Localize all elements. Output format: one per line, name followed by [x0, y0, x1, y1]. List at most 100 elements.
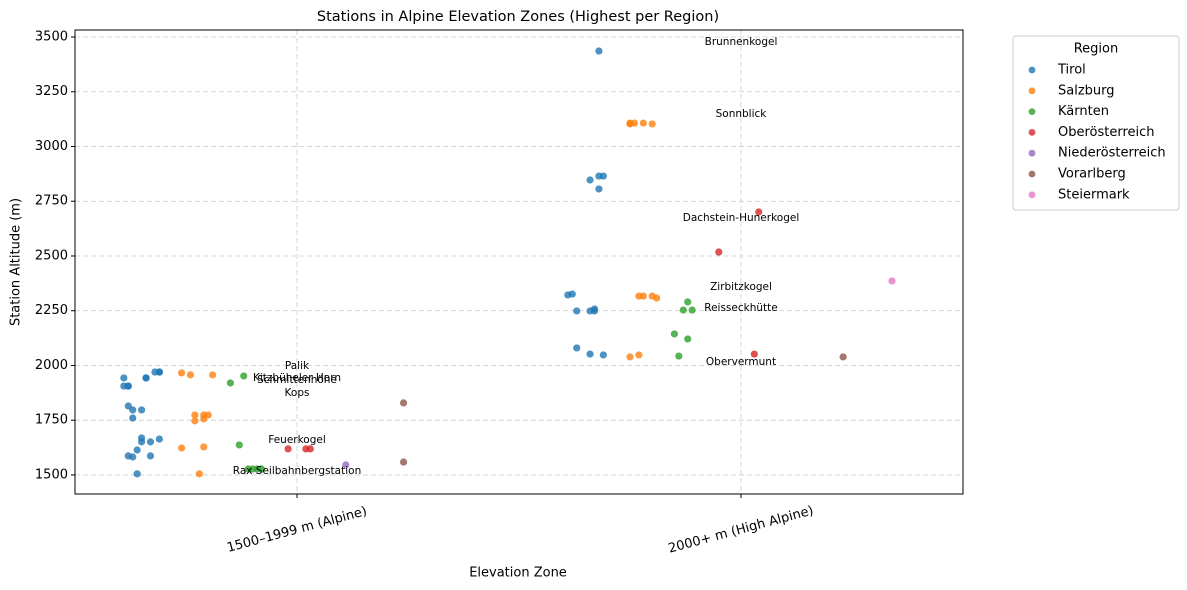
point: [146, 452, 155, 460]
point: [573, 344, 581, 352]
y-axis-label: Station Altitude (m): [9, 198, 24, 326]
x-axis-label: Elevation Zone: [469, 566, 567, 581]
annotation: Sonnblick: [716, 108, 768, 120]
point: [191, 411, 199, 419]
point: [129, 406, 137, 414]
y-tick-label: 3250: [35, 84, 68, 99]
point: [573, 307, 581, 315]
legend-label: Niederösterreich: [1058, 146, 1166, 161]
point: [133, 446, 141, 454]
x-tick-label: 2000+ m (High Alpine): [667, 503, 815, 556]
point: [146, 438, 155, 446]
y-tick-label: 2250: [35, 303, 68, 318]
point: [568, 290, 576, 298]
point: [635, 351, 643, 359]
point: [590, 307, 599, 315]
point: [342, 461, 350, 469]
legend-marker: [1028, 87, 1036, 95]
y-tick-label: 2500: [35, 248, 68, 263]
point: [675, 352, 683, 360]
point: [888, 277, 896, 285]
legend-label: Tirol: [1057, 63, 1086, 78]
point: [191, 417, 199, 425]
point: [200, 443, 208, 451]
point: [586, 176, 594, 184]
point: [155, 435, 163, 443]
legend-marker: [1028, 170, 1036, 178]
point: [839, 353, 847, 361]
y-tick-label: 2750: [35, 194, 68, 209]
point: [750, 350, 758, 358]
legend-marker: [1028, 66, 1036, 74]
legend-marker: [1028, 149, 1036, 157]
point: [399, 458, 408, 466]
point: [684, 298, 692, 306]
annotation: Reisseckhütte: [704, 302, 777, 314]
annotation: Kitzbüheler Horn: [253, 372, 341, 384]
point: [177, 444, 186, 452]
point: [684, 335, 692, 343]
annotation: Palik: [285, 360, 310, 372]
point: [599, 172, 607, 180]
point: [399, 399, 408, 407]
point: [715, 248, 723, 256]
annotation: Brunnenkogel: [705, 36, 778, 48]
point: [138, 438, 146, 446]
point: [599, 351, 607, 359]
legend-marker: [1028, 129, 1036, 136]
point: [639, 292, 647, 300]
legend-label: Salzburg: [1058, 83, 1115, 98]
point: [124, 382, 132, 390]
y-tick-label: 3500: [35, 30, 68, 45]
point: [177, 369, 186, 377]
point: [120, 374, 128, 382]
legend-marker: [1028, 191, 1036, 199]
point: [688, 306, 696, 314]
legend-label: Oberösterreich: [1058, 125, 1155, 140]
point: [284, 445, 292, 453]
annotation: Kops: [285, 387, 310, 399]
annotation: Schmittenhöhe: [257, 374, 337, 386]
annotation: Feuerkogel: [268, 434, 326, 446]
point: [679, 306, 687, 314]
point: [195, 470, 203, 478]
point: [626, 353, 634, 361]
point: [755, 208, 763, 216]
annotation: Zirbitzkogel: [710, 281, 772, 293]
point: [209, 371, 217, 379]
point: [240, 372, 248, 380]
y-tick-label: 3000: [35, 139, 68, 154]
point: [586, 350, 594, 358]
point: [595, 185, 603, 193]
annotation: Obervermunt: [706, 356, 776, 368]
point: [235, 441, 243, 449]
point: [138, 406, 146, 414]
legend-marker: [1028, 108, 1036, 115]
y-tick-label: 2000: [35, 358, 68, 373]
point: [595, 47, 603, 55]
y-tick-label: 1500: [35, 467, 68, 482]
point: [200, 415, 208, 423]
point: [155, 368, 163, 376]
annotation: Dachstein-Hunerkogel: [683, 212, 800, 224]
legend-label: Steiermark: [1058, 187, 1130, 202]
point: [306, 445, 314, 453]
point: [129, 453, 137, 461]
point: [630, 119, 639, 127]
point: [226, 379, 234, 387]
point: [133, 470, 141, 478]
point: [129, 414, 137, 422]
chart-title: Stations in Alpine Elevation Zones (High…: [317, 9, 719, 25]
point: [653, 294, 661, 302]
legend-label: Vorarlberg: [1058, 167, 1126, 182]
plot-frame: [74, 29, 964, 495]
point: [257, 465, 266, 473]
legend-title: Region: [1074, 42, 1119, 57]
legend-label: Kärnten: [1058, 104, 1109, 119]
point: [670, 330, 679, 338]
point: [142, 374, 150, 382]
point: [648, 120, 656, 128]
point: [186, 371, 195, 379]
point: [639, 119, 647, 127]
